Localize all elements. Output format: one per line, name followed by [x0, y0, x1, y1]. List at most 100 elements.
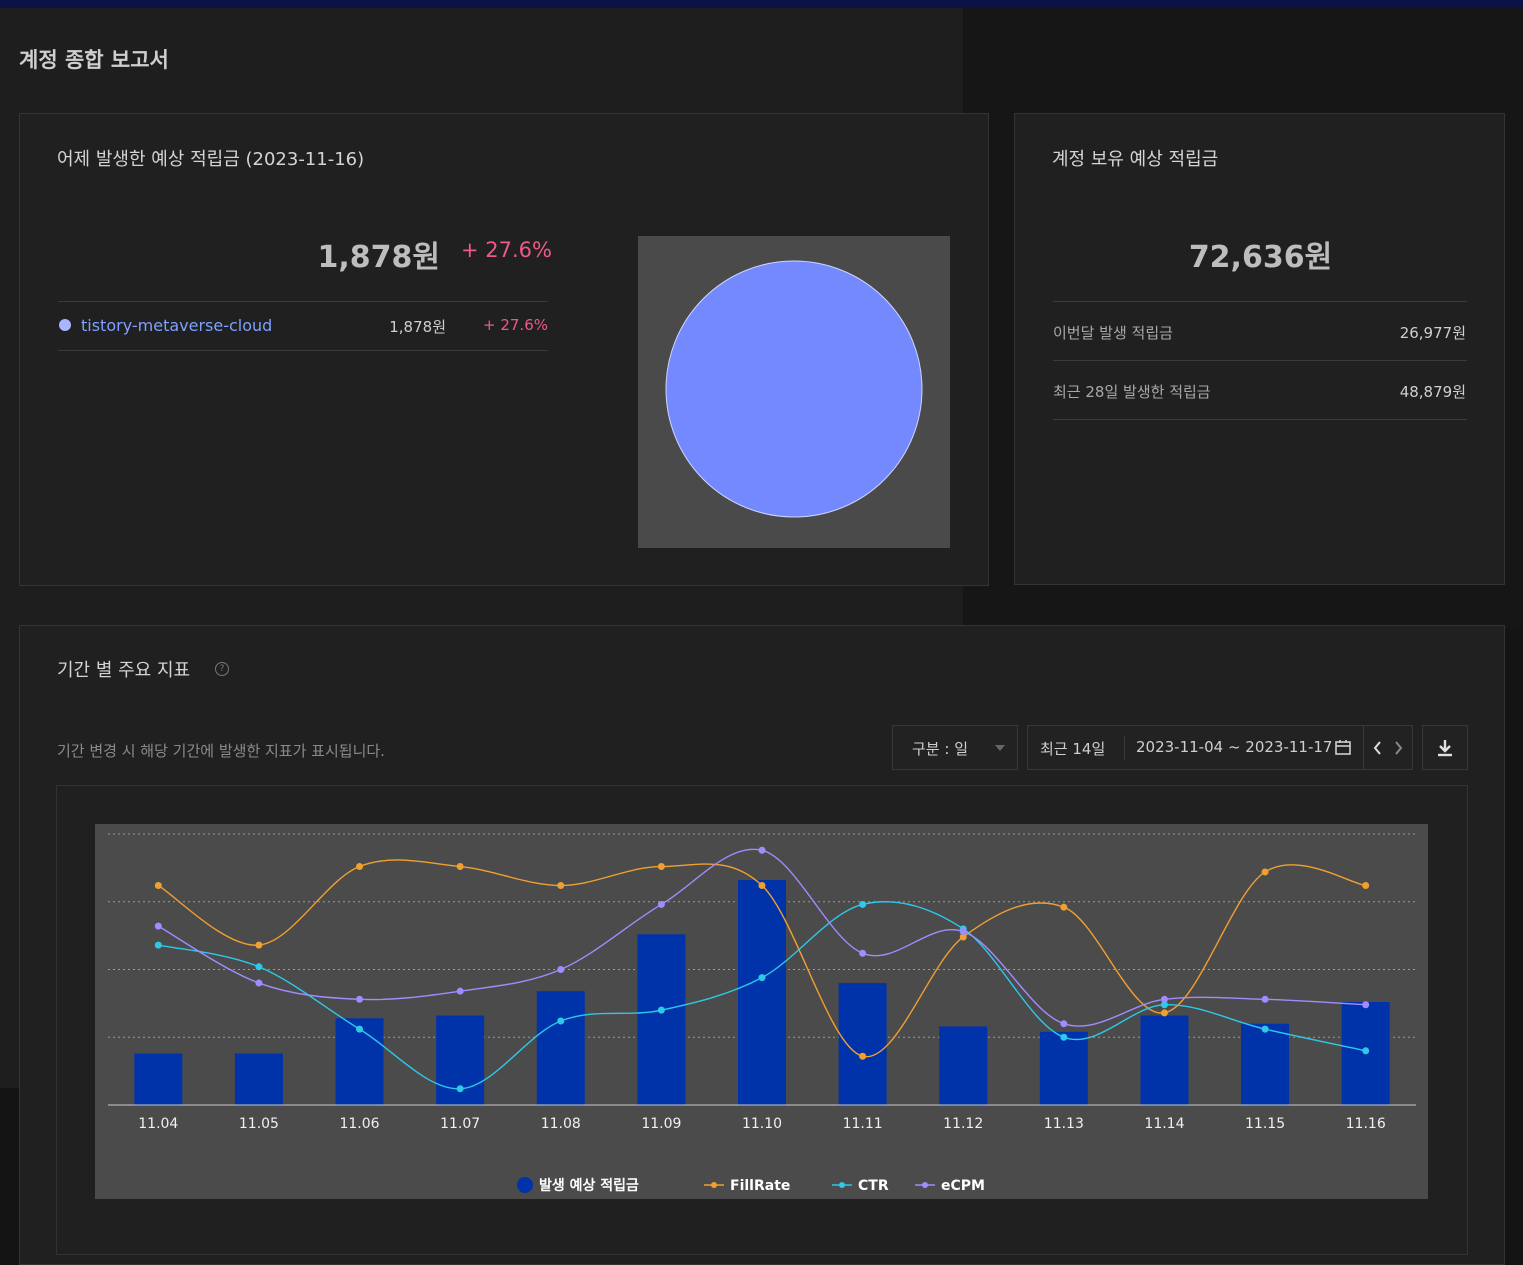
yesterday-revenue-card: 어제 발생한 예상 적립금 (2023-11-16) 1,878원 + 27.6…	[19, 113, 989, 586]
divider	[1053, 419, 1467, 420]
chart-bar	[1241, 1023, 1290, 1105]
chart-point-fillrate	[456, 863, 464, 871]
chart-x-tick-label: 11.13	[1044, 1116, 1084, 1132]
chart-point-ctr	[1060, 1033, 1068, 1041]
chart-point-ctr	[154, 941, 162, 949]
period-metrics-chart: 11.04 11.05 11.06 11.07 11.08 11.09 11.10 11.11…	[95, 824, 1428, 1199]
download-button[interactable]	[1422, 725, 1468, 770]
divider	[58, 301, 548, 302]
chart-point-fillrate	[255, 941, 263, 949]
chart-point-ctr	[356, 1025, 364, 1033]
chart-point-ecpm	[959, 928, 967, 936]
legend-marker-point	[922, 1182, 928, 1188]
divider	[1053, 301, 1467, 302]
legend-label: 발생 예상 적립금	[539, 1177, 639, 1194]
date-range-picker[interactable]: 최근 14일 2023-11-04 ~ 2023-11-17	[1027, 725, 1413, 770]
page-title: 계정 종합 보고서	[19, 48, 169, 72]
chart-point-fillrate	[1060, 903, 1068, 911]
chart-bar	[1140, 1015, 1189, 1105]
chart-point-fillrate	[557, 881, 565, 889]
top-bar	[0, 0, 1523, 8]
chevron-right-icon[interactable]	[1392, 740, 1404, 756]
site-color-dot	[59, 319, 71, 331]
chart-x-tick-label: 11.05	[239, 1116, 279, 1132]
legend-marker-bar	[517, 1177, 533, 1193]
chart-point-ecpm	[758, 846, 766, 854]
chart-point-ecpm	[456, 987, 464, 995]
chart-x-tick-label: 11.10	[742, 1116, 782, 1132]
legend-label: FillRate	[730, 1178, 790, 1194]
chart-point-fillrate	[1362, 881, 1370, 889]
range-preset[interactable]: 최근 14일	[1040, 740, 1106, 758]
site-change: + 27.6%	[483, 316, 548, 334]
chart-point-fillrate	[1261, 868, 1269, 876]
chart-x-tick-label: 11.11	[843, 1116, 883, 1132]
question-circle-icon[interactable]: ?	[215, 662, 229, 676]
chart-point-ecpm	[557, 966, 565, 973]
site-amount: 1,878원	[389, 318, 446, 336]
chart-x-tick-label: 11.08	[541, 1116, 581, 1132]
legend-marker-point	[839, 1182, 845, 1188]
chart-point-fillrate	[959, 933, 967, 941]
divider	[1363, 726, 1364, 769]
chart-x-tick-label: 11.12	[943, 1116, 983, 1132]
chart-point-ctr	[255, 963, 263, 971]
yesterday-change: + 27.6%	[461, 238, 552, 262]
chart-point-ctr	[456, 1085, 464, 1093]
calendar-icon[interactable]	[1334, 738, 1352, 756]
chart-bar	[234, 1053, 283, 1105]
chart-point-fillrate	[356, 863, 364, 871]
chevron-left-icon[interactable]	[1372, 740, 1384, 756]
chart-x-tick-label: 11.16	[1346, 1116, 1386, 1132]
chart-point-ecpm	[356, 995, 364, 1003]
period-card-title: 기간 별 주요 지표	[57, 660, 191, 681]
divider	[58, 350, 548, 351]
legend-label: eCPM	[941, 1178, 985, 1194]
divider	[1124, 736, 1125, 760]
date-range-value[interactable]: 2023-11-04 ~ 2023-11-17	[1136, 738, 1333, 756]
balance-row-value: 48,879원	[1399, 383, 1466, 401]
chart-bar	[939, 1026, 988, 1105]
chart-point-ecpm	[1261, 995, 1269, 1003]
balance-row-label: 최근 28일 발생한 적립금	[1053, 383, 1211, 401]
divider	[1053, 360, 1467, 361]
yesterday-card-title: 어제 발생한 예상 적립금 (2023-11-16)	[57, 149, 365, 170]
chart-x-tick-label: 11.04	[138, 1116, 178, 1132]
chart-point-ctr	[758, 974, 766, 982]
legend-marker-point	[711, 1182, 717, 1188]
site-row[interactable]: tistory-metaverse-cloud 1,878원 + 27.6%	[58, 302, 548, 350]
chart-bar	[1039, 1031, 1088, 1105]
chart-bar	[738, 880, 786, 1105]
chart-x-tick-label: 11.07	[440, 1116, 480, 1132]
legend-label: CTR	[858, 1178, 889, 1194]
chart-point-ctr	[859, 900, 867, 908]
chart-point-ecpm	[1362, 1001, 1370, 1009]
chart-x-tick-label: 11.09	[641, 1116, 681, 1132]
chart-bar	[335, 1018, 384, 1105]
chart-point-ctr	[1362, 1047, 1370, 1055]
chart-x-tick-label: 11.15	[1245, 1116, 1285, 1132]
chart-point-ctr	[557, 1017, 565, 1025]
download-icon	[1438, 740, 1452, 757]
chart-point-fillrate	[758, 881, 766, 889]
site-name-link[interactable]: tistory-metaverse-cloud	[81, 316, 273, 335]
chart-point-ecpm	[859, 949, 867, 957]
chart-bar	[134, 1053, 183, 1105]
group-select[interactable]: 구분 : 일	[892, 725, 1018, 770]
chevron-down-icon	[995, 745, 1005, 751]
group-select-value: 구분 : 일	[912, 740, 968, 758]
chart-container: 11.04 11.05 11.06 11.07 11.08 11.09 11.10 11.11…	[56, 785, 1468, 1255]
chart-point-ctr	[1160, 1001, 1168, 1009]
chart-point-ecpm	[657, 900, 665, 908]
chart-bar	[637, 934, 686, 1105]
chart-point-fillrate	[1160, 1009, 1168, 1017]
chart-point-ecpm	[255, 979, 263, 987]
chart-point-ctr	[657, 1006, 665, 1014]
balance-card-title: 계정 보유 예상 적립금	[1052, 149, 1219, 170]
chart-x-tick-label: 11.06	[339, 1116, 379, 1132]
chart-point-ecpm	[154, 922, 162, 930]
chart-bar	[536, 991, 585, 1105]
balance-row-label: 이번달 발생 적립금	[1053, 324, 1173, 342]
yesterday-total: 1,878원	[317, 240, 441, 275]
pie-slice-tistory-metaverse-cloud	[665, 260, 923, 518]
